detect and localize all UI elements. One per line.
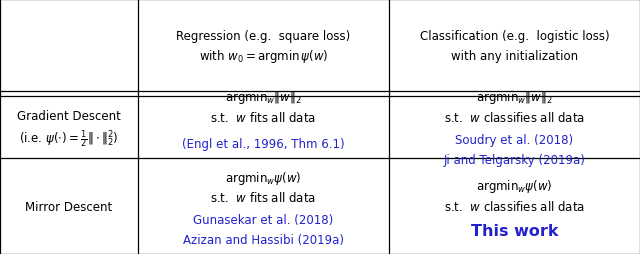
Text: (i.e. $\psi(\cdot) = \frac{1}{2}\|\cdot\|_2^2$): (i.e. $\psi(\cdot) = \frac{1}{2}\|\cdot\… [19, 128, 118, 150]
Text: $\mathrm{argmin}_w \|w\|_2$: $\mathrm{argmin}_w \|w\|_2$ [225, 89, 301, 106]
Text: with $w_0 = \mathrm{argmin}\,\psi(w)$: with $w_0 = \mathrm{argmin}\,\psi(w)$ [198, 47, 328, 65]
Text: $\mathrm{argmin}_w \|w\|_2$: $\mathrm{argmin}_w \|w\|_2$ [476, 89, 553, 106]
Text: Regression (e.g.  square loss): Regression (e.g. square loss) [176, 29, 351, 42]
Text: Classification (e.g.  logistic loss): Classification (e.g. logistic loss) [420, 29, 609, 42]
Text: This work: This work [471, 224, 558, 239]
Text: Ji and Telgarsky (2019a): Ji and Telgarsky (2019a) [444, 154, 586, 167]
Text: Soudry et al. (2018): Soudry et al. (2018) [456, 133, 573, 146]
Text: Mirror Descent: Mirror Descent [25, 200, 113, 213]
Text: $\mathrm{argmin}_w \psi(w)$: $\mathrm{argmin}_w \psi(w)$ [225, 169, 301, 186]
Text: s.t.  $w$ classifies all data: s.t. $w$ classifies all data [444, 110, 585, 124]
Text: Azizan and Hassibi (2019a): Azizan and Hassibi (2019a) [183, 233, 344, 246]
Text: Gunasekar et al. (2018): Gunasekar et al. (2018) [193, 213, 333, 226]
Text: s.t.  $w$ classifies all data: s.t. $w$ classifies all data [444, 199, 585, 213]
Text: Gradient Descent: Gradient Descent [17, 110, 121, 123]
Text: with any initialization: with any initialization [451, 50, 578, 62]
Text: s.t.  $w$ fits all data: s.t. $w$ fits all data [211, 190, 316, 204]
Text: $\mathrm{argmin}_w \psi(w)$: $\mathrm{argmin}_w \psi(w)$ [476, 178, 553, 195]
Text: (Engl et al., 1996, Thm 6.1): (Engl et al., 1996, Thm 6.1) [182, 138, 345, 151]
Text: s.t.  $w$ fits all data: s.t. $w$ fits all data [211, 110, 316, 124]
